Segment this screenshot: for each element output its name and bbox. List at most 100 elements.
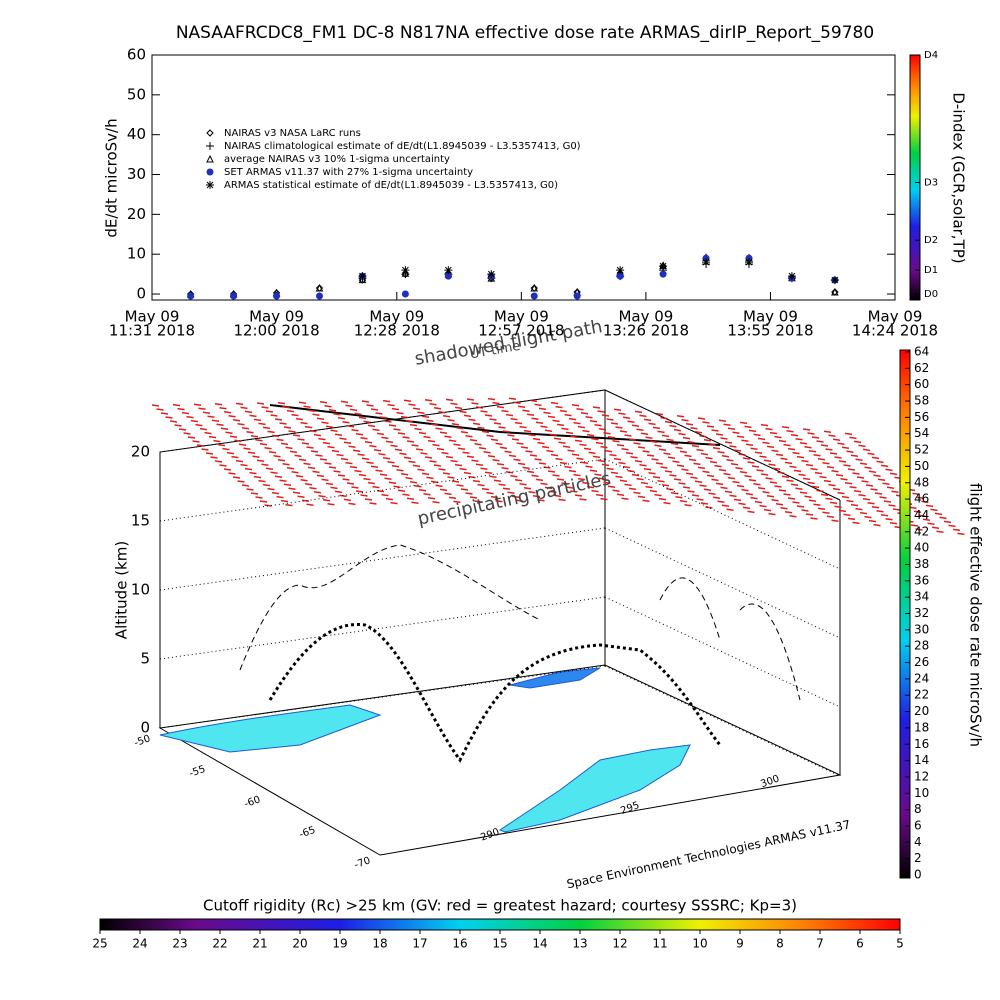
particle-dash — [675, 446, 683, 450]
particle-dash — [655, 412, 664, 416]
particle-dash — [733, 449, 742, 452]
particle-dash — [663, 501, 671, 505]
lat-tick-label: -60 — [243, 794, 262, 810]
particle-dash — [369, 502, 377, 505]
colorbar-tick-label: 62 — [914, 361, 929, 375]
particle-dash — [249, 414, 257, 418]
colorbar-tick-label: 20 — [914, 704, 929, 718]
particle-dash — [628, 438, 637, 441]
particle-dash — [645, 485, 653, 489]
particle-dash — [736, 435, 745, 438]
particle-dash — [313, 433, 322, 437]
particle-dash — [607, 485, 616, 488]
particle-dash — [847, 468, 856, 471]
marker — [401, 266, 410, 275]
colorbar-tick-label: 6 — [856, 937, 864, 951]
colorbar-tick-label: 58 — [914, 394, 929, 408]
particle-dash — [348, 445, 356, 448]
particle-dash — [657, 480, 665, 483]
particle-dash — [490, 438, 499, 442]
particle-dash — [871, 456, 880, 460]
particle-dash — [547, 470, 556, 473]
particle-dash — [534, 403, 542, 407]
particle-dash — [786, 430, 794, 433]
3d-scene — [151, 389, 965, 856]
particle-dash — [544, 429, 553, 432]
particle-dash — [463, 414, 472, 418]
particle-dash — [735, 467, 743, 470]
colorbar-tick-label: 25 — [92, 937, 107, 951]
colorbar-tick-label: 10 — [692, 937, 707, 951]
particle-dash — [279, 422, 287, 425]
particle-dash — [469, 439, 478, 442]
particle-dash — [573, 421, 581, 425]
particle-dash — [583, 447, 592, 451]
particle-dash — [237, 423, 245, 426]
particle-dash — [618, 461, 626, 465]
particle-dash — [232, 419, 241, 422]
particle-dash — [705, 506, 713, 509]
particle-dash — [280, 442, 289, 446]
particle-dash — [456, 484, 464, 487]
particle-dash — [199, 427, 208, 431]
particle-dash — [682, 436, 691, 440]
d-index-colorbar — [909, 54, 921, 301]
particle-dash — [421, 472, 430, 476]
particle-dash — [654, 444, 662, 447]
particle-dash — [343, 441, 352, 444]
particle-dash — [589, 469, 598, 472]
particle-dash — [493, 422, 502, 425]
particle-dash — [517, 462, 526, 466]
particle-dash — [742, 457, 751, 460]
colorbar-tick-label: 6 — [914, 818, 922, 832]
particle-dash — [834, 456, 842, 459]
particle-dash — [787, 447, 796, 451]
particle-dash — [534, 458, 542, 461]
particle-dash — [655, 462, 664, 465]
colorbar-tick-label: 32 — [914, 606, 929, 620]
grid-line — [604, 458, 841, 570]
grid-line — [159, 458, 606, 522]
marker — [530, 292, 538, 300]
y-axis-label: dE/dt microSv/h — [103, 118, 121, 237]
particle-dash — [544, 486, 553, 490]
particle-dash — [367, 481, 376, 485]
particle-dash — [669, 474, 677, 477]
particle-dash — [562, 445, 571, 448]
particle-dash — [315, 454, 323, 457]
particle-dash — [519, 425, 527, 429]
particle-dash — [639, 464, 647, 467]
particle-dash — [786, 479, 794, 482]
particle-dash — [685, 472, 694, 475]
particle-dash — [463, 471, 472, 475]
particle-dash — [409, 423, 418, 427]
particle-dash — [810, 467, 818, 471]
marker — [187, 292, 195, 300]
particle-dash — [450, 402, 458, 406]
particle-dash — [694, 431, 703, 434]
z-axis-label: Altitude (km) — [113, 541, 131, 639]
particle-dash — [603, 481, 611, 484]
particle-dash — [538, 462, 547, 465]
particle-dash — [286, 409, 295, 413]
particle-dash — [915, 528, 923, 531]
particle-dash — [657, 430, 665, 434]
y-tick-label: 60 — [127, 46, 146, 64]
particle-dash — [255, 496, 263, 499]
particle-dash — [606, 467, 614, 471]
particle-dash — [453, 500, 461, 504]
particle-dash — [307, 466, 316, 470]
particle-dash — [852, 472, 860, 475]
particle-dash — [324, 462, 332, 465]
particle-dash — [267, 487, 275, 491]
particle-dash — [451, 423, 460, 426]
particle-dash — [240, 406, 248, 410]
particle-dash — [802, 477, 811, 481]
particle-dash — [336, 453, 344, 457]
flight-track — [268, 622, 722, 763]
particle-dash — [648, 422, 656, 426]
y-tick-label: 40 — [127, 125, 146, 143]
land — [498, 744, 691, 833]
particle-dash — [283, 426, 292, 429]
particle-dash — [637, 495, 646, 499]
